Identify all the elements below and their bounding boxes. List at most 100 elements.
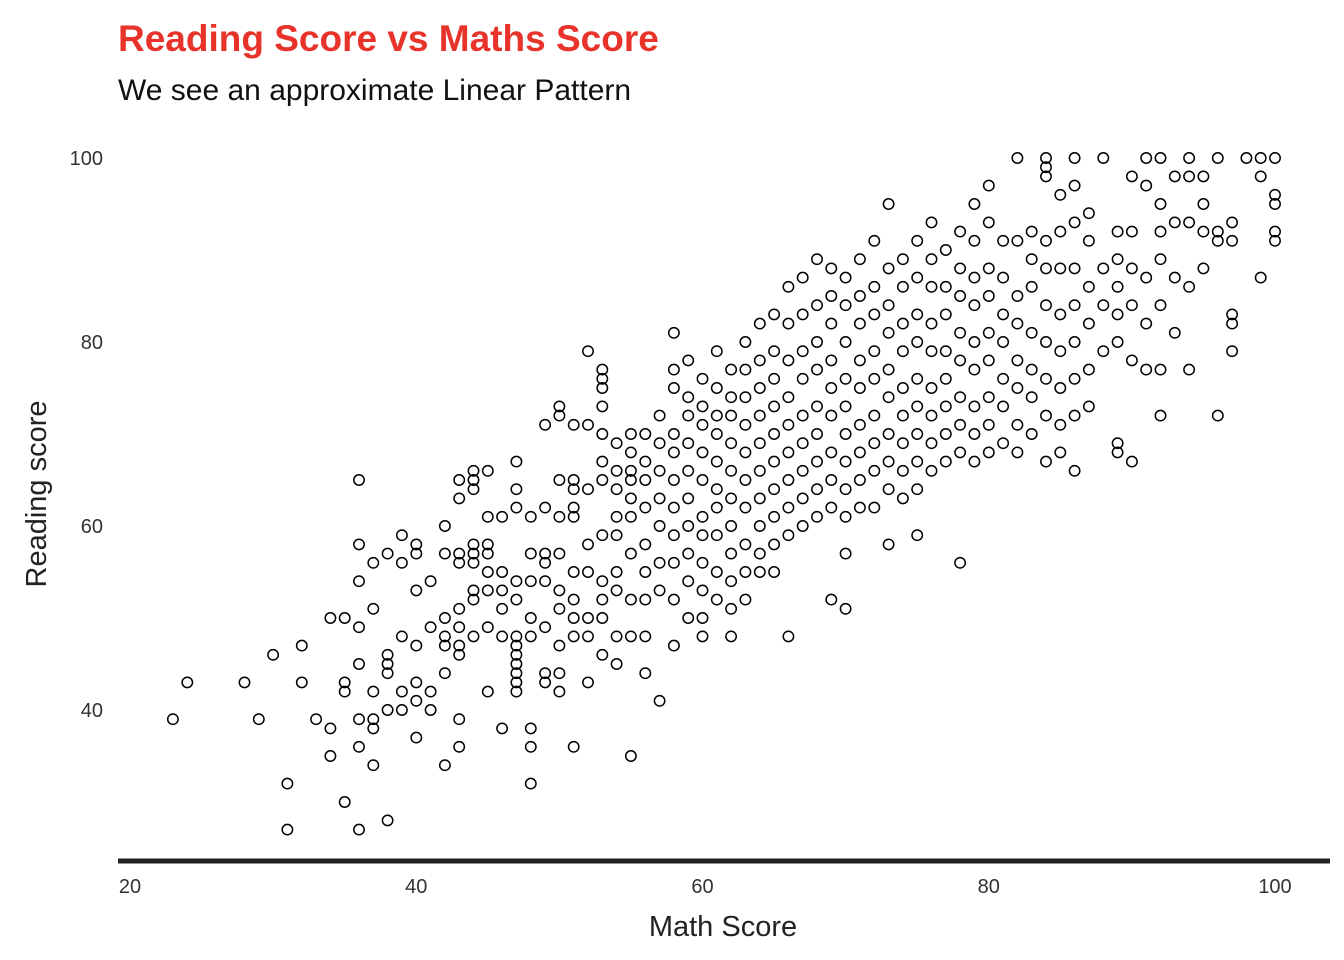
data-point bbox=[739, 566, 752, 578]
data-point bbox=[825, 474, 838, 486]
data-point bbox=[1068, 299, 1081, 312]
data-point bbox=[839, 299, 852, 312]
data-point bbox=[338, 796, 351, 808]
data-point bbox=[453, 648, 466, 661]
data-point bbox=[796, 464, 809, 477]
data-point bbox=[1211, 225, 1224, 238]
data-point bbox=[1011, 290, 1024, 302]
data-point bbox=[696, 372, 709, 385]
data-point bbox=[896, 317, 909, 330]
data-point bbox=[510, 630, 523, 643]
data-point bbox=[1054, 345, 1067, 358]
data-point bbox=[1269, 234, 1281, 247]
data-point bbox=[839, 372, 852, 385]
data-point bbox=[667, 556, 680, 569]
data-point bbox=[796, 437, 809, 450]
data-point bbox=[882, 391, 895, 404]
data-point bbox=[353, 658, 365, 670]
data-point bbox=[1125, 225, 1138, 238]
data-point bbox=[753, 566, 766, 578]
data-point bbox=[768, 345, 781, 358]
data-point bbox=[624, 630, 637, 643]
data-point bbox=[1197, 170, 1210, 183]
data-point bbox=[381, 704, 394, 716]
data-point bbox=[1197, 262, 1210, 275]
data-point bbox=[624, 750, 637, 762]
data-point bbox=[524, 547, 537, 560]
data-point bbox=[1168, 271, 1181, 284]
data-point bbox=[295, 639, 308, 652]
data-point bbox=[1011, 446, 1024, 459]
data-point bbox=[1140, 317, 1153, 330]
data-point bbox=[524, 722, 537, 735]
data-point bbox=[868, 501, 881, 514]
data-point bbox=[438, 547, 451, 560]
data-point bbox=[768, 372, 781, 385]
data-point bbox=[710, 455, 723, 468]
data-point bbox=[1125, 262, 1138, 275]
data-point bbox=[510, 685, 523, 698]
data-point bbox=[753, 317, 766, 330]
data-point bbox=[438, 520, 451, 532]
data-point bbox=[896, 409, 909, 422]
data-point bbox=[1011, 354, 1024, 367]
data-point bbox=[911, 308, 924, 321]
data-point bbox=[1154, 299, 1167, 312]
data-point bbox=[911, 336, 924, 348]
data-point bbox=[682, 492, 695, 505]
data-point bbox=[582, 483, 594, 496]
data-point bbox=[624, 446, 637, 459]
data-point bbox=[553, 400, 566, 413]
data-point bbox=[954, 262, 967, 275]
data-point bbox=[896, 437, 909, 450]
chart-subtitle: We see an approximate Linear Pattern bbox=[118, 74, 632, 107]
data-point bbox=[696, 400, 709, 413]
data-point bbox=[524, 630, 537, 643]
data-point bbox=[567, 483, 580, 496]
data-point bbox=[911, 271, 924, 284]
data-point bbox=[610, 464, 623, 477]
data-point bbox=[925, 216, 938, 229]
data-point bbox=[796, 345, 809, 358]
data-point bbox=[968, 455, 981, 468]
data-point bbox=[639, 428, 652, 440]
data-point bbox=[639, 455, 652, 468]
data-point bbox=[624, 593, 637, 606]
y-tick-label: 80 bbox=[81, 332, 103, 354]
data-point bbox=[567, 501, 580, 514]
data-point bbox=[811, 363, 823, 376]
data-point bbox=[567, 612, 580, 624]
data-point bbox=[954, 225, 967, 238]
data-point bbox=[896, 280, 909, 293]
data-point bbox=[1025, 225, 1038, 238]
data-point bbox=[410, 639, 423, 652]
data-point bbox=[1025, 391, 1038, 404]
data-point bbox=[624, 547, 637, 560]
data-point bbox=[811, 253, 823, 266]
data-point bbox=[1154, 198, 1167, 210]
data-point bbox=[1240, 152, 1253, 164]
data-point bbox=[725, 602, 738, 615]
data-point bbox=[939, 372, 952, 385]
data-point bbox=[281, 823, 294, 836]
data-point bbox=[968, 400, 981, 413]
data-point bbox=[238, 676, 251, 689]
data-point bbox=[467, 483, 480, 496]
data-point bbox=[410, 547, 423, 560]
data-point bbox=[839, 271, 852, 284]
data-points bbox=[166, 152, 1281, 836]
data-point bbox=[553, 510, 566, 523]
data-point bbox=[768, 400, 781, 413]
data-point bbox=[911, 234, 924, 247]
data-point bbox=[1211, 234, 1224, 247]
data-point bbox=[825, 290, 838, 302]
data-point bbox=[925, 437, 938, 450]
data-point bbox=[438, 630, 451, 643]
data-point bbox=[1183, 170, 1196, 183]
data-point bbox=[539, 501, 552, 514]
data-point bbox=[825, 446, 838, 459]
data-point bbox=[539, 667, 552, 680]
data-point bbox=[667, 363, 680, 376]
data-point bbox=[925, 345, 938, 358]
data-point bbox=[381, 648, 394, 661]
